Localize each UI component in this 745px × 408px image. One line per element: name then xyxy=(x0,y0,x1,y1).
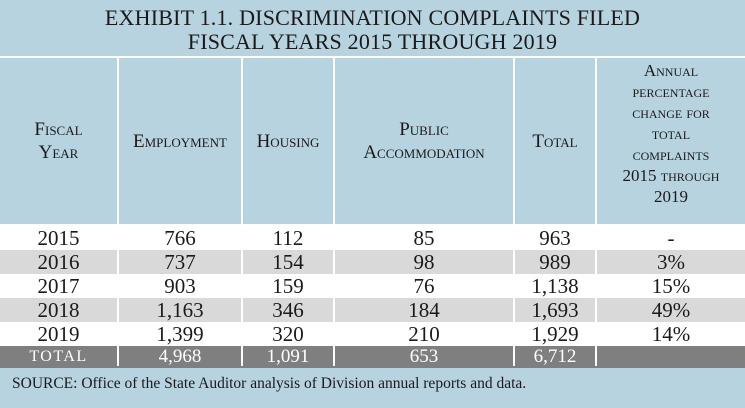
cell-employment: 766 xyxy=(164,226,196,250)
table-total-row: TOTAL 4,968 1,091 653 6,712 xyxy=(0,346,745,368)
header-total: Total xyxy=(515,58,595,224)
header-annual-change-line: 2019 xyxy=(653,187,688,206)
header-housing-line: Housing xyxy=(256,130,320,152)
header-annual-change-line: percentage xyxy=(632,82,710,101)
header-employment: Employment xyxy=(119,58,241,224)
cell-annual-change: - xyxy=(667,226,675,250)
cell-total: 989 xyxy=(539,250,571,274)
cell-fiscal-year: 2017 xyxy=(37,274,80,298)
header-annual-change-line: change for xyxy=(632,103,710,122)
cell-public-accommodation: 184 xyxy=(408,298,440,322)
header-annual-change: Annual percentage change for total complaint… xyxy=(597,58,745,224)
header-annual-change-line: total xyxy=(651,124,691,143)
cell-employment: 1,163 xyxy=(156,298,204,322)
cell-housing: 346 xyxy=(272,298,304,322)
exhibit-title-line-2: FISCAL YEARS 2015 THROUGH 2019 xyxy=(187,29,558,54)
header-fiscal-year-line: Year xyxy=(38,142,79,163)
source-note: SOURCE: Office of the State Auditor anal… xyxy=(12,375,527,392)
cell-total: 1,693 xyxy=(531,298,579,322)
total-total: 6,712 xyxy=(533,346,577,367)
total-annual-change xyxy=(597,346,745,368)
cell-public-accommodation: 85 xyxy=(413,226,435,250)
cell-housing: 159 xyxy=(272,274,304,298)
header-annual-change-line: Annual xyxy=(643,61,699,80)
table-row: 2017 903 159 76 1,138 15% xyxy=(0,274,745,298)
header-fiscal-year-line: Fiscal xyxy=(34,119,83,140)
column-divider xyxy=(117,58,119,366)
column-divider xyxy=(513,58,515,366)
cell-total: 963 xyxy=(539,226,571,250)
cell-annual-change: 49% xyxy=(651,298,691,322)
cell-employment: 1,399 xyxy=(156,322,204,346)
table-row: 2016 737 154 98 989 3% xyxy=(0,250,745,274)
cell-fiscal-year: 2016 xyxy=(37,250,80,274)
cell-public-accommodation: 76 xyxy=(413,274,435,298)
header-public-accommodation-line: Accommodation xyxy=(363,142,485,163)
header-total-line: Total xyxy=(532,130,578,152)
source-note-band: SOURCE: Office of the State Auditor anal… xyxy=(0,368,745,408)
table-row: 2015 766 112 85 963 - xyxy=(0,226,745,250)
header-public-accommodation: Public Accommodation xyxy=(335,58,513,224)
exhibit-title-line-1: EXHIBIT 1.1. DISCRIMINATION COMPLAINTS F… xyxy=(104,5,641,30)
cell-total: 1,138 xyxy=(531,274,579,298)
header-annual-change-line: 2015 through xyxy=(622,166,720,185)
cell-housing: 320 xyxy=(272,322,304,346)
cell-fiscal-year: 2018 xyxy=(37,298,80,322)
cell-total: 1,929 xyxy=(531,322,579,346)
cell-housing: 154 xyxy=(272,250,304,274)
cell-housing: 112 xyxy=(272,226,304,250)
column-divider xyxy=(241,58,243,366)
cell-fiscal-year: 2015 xyxy=(37,226,80,250)
cell-public-accommodation: 210 xyxy=(408,322,440,346)
total-public-accommodation: 653 xyxy=(409,346,439,367)
column-divider xyxy=(595,58,597,366)
header-housing: Housing xyxy=(243,58,333,224)
table-row: 2019 1,399 320 210 1,929 14% xyxy=(0,322,745,346)
table-row: 2018 1,163 346 184 1,693 49% xyxy=(0,298,745,322)
header-annual-change-line: complaints xyxy=(632,145,710,164)
total-label: TOTAL xyxy=(29,348,88,365)
table-header-row: Fiscal Year Employment Housing Public Accommo… xyxy=(0,58,745,224)
total-employment: 4,968 xyxy=(158,346,202,367)
cell-annual-change: 15% xyxy=(651,274,691,298)
header-fiscal-year: Fiscal Year xyxy=(0,58,117,224)
cell-annual-change: 14% xyxy=(651,322,691,346)
total-housing: 1,091 xyxy=(266,346,310,367)
header-employment-line: Employment xyxy=(133,130,227,152)
header-public-accommodation-line: Public xyxy=(399,119,449,140)
column-divider xyxy=(333,58,335,366)
cell-annual-change: 3% xyxy=(657,250,685,274)
cell-employment: 903 xyxy=(164,274,196,298)
exhibit-title-band: EXHIBIT 1.1. DISCRIMINATION COMPLAINTS F… xyxy=(0,0,745,56)
cell-employment: 737 xyxy=(164,250,196,274)
cell-fiscal-year: 2019 xyxy=(37,322,80,346)
cell-public-accommodation: 98 xyxy=(413,250,435,274)
